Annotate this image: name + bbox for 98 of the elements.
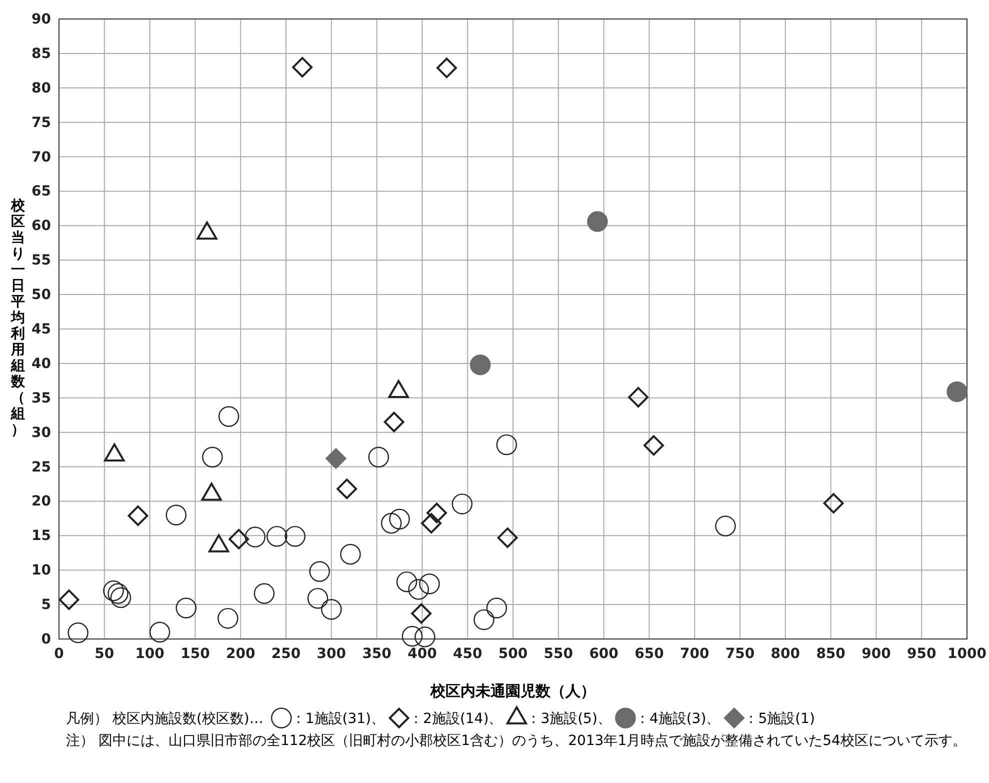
x-tick-label: 850 bbox=[816, 646, 846, 662]
point bbox=[396, 571, 418, 592]
x-tick-label: 950 bbox=[906, 646, 936, 662]
x-tick-label: 700 bbox=[680, 646, 710, 662]
point bbox=[823, 493, 844, 514]
point bbox=[452, 494, 473, 514]
text: 校区当り一日平均利用組数（組） bbox=[11, 198, 25, 438]
point bbox=[336, 478, 358, 500]
x-tick-label: 1000 bbox=[948, 646, 987, 662]
x-tick-label: 150 bbox=[180, 646, 210, 662]
point bbox=[715, 516, 736, 536]
y-tick-label: 55 bbox=[32, 252, 51, 269]
y-tick-label: 40 bbox=[32, 356, 52, 372]
point bbox=[321, 599, 342, 620]
point bbox=[368, 446, 389, 468]
y-tick-label: 80 bbox=[32, 80, 52, 96]
x-tick-label: 650 bbox=[634, 646, 664, 662]
legend-title: 凡例） 校区内施設数(校区数)… bbox=[66, 711, 264, 727]
x-tick-label: 350 bbox=[362, 646, 392, 662]
point bbox=[628, 386, 649, 408]
y-tick-label: 10 bbox=[32, 562, 52, 579]
point bbox=[110, 587, 132, 608]
point bbox=[486, 598, 508, 618]
point bbox=[587, 211, 608, 232]
x-axis-title: 校区内未通園児数（人） bbox=[430, 682, 596, 700]
legend-label: ：4施設(3)、 bbox=[635, 711, 720, 727]
x-tick-label: 100 bbox=[135, 646, 165, 662]
point bbox=[244, 526, 266, 548]
y-tick-label: 15 bbox=[32, 528, 51, 544]
legend-label: ：3施設(5)、 bbox=[526, 711, 612, 727]
point bbox=[414, 626, 436, 648]
y-tick-label: 75 bbox=[32, 114, 51, 131]
y-tick-label: 20 bbox=[32, 494, 52, 510]
y-tick-label: 0 bbox=[41, 631, 52, 648]
point bbox=[402, 626, 423, 647]
point bbox=[266, 526, 288, 547]
point bbox=[496, 434, 518, 456]
point bbox=[149, 622, 170, 642]
point bbox=[411, 603, 432, 624]
x-tick-label: 300 bbox=[316, 646, 346, 662]
point bbox=[384, 412, 404, 432]
legend-label: ：5施設(1) bbox=[744, 711, 815, 727]
x-tick-label: 200 bbox=[226, 646, 256, 662]
point bbox=[284, 526, 306, 547]
point bbox=[380, 512, 402, 534]
point bbox=[389, 508, 410, 530]
point bbox=[408, 579, 429, 600]
point bbox=[326, 448, 346, 469]
y-tick-label: 65 bbox=[32, 184, 51, 200]
point bbox=[103, 580, 124, 602]
point bbox=[166, 504, 187, 526]
x-tick-label: 750 bbox=[725, 646, 755, 662]
point bbox=[228, 528, 250, 550]
point bbox=[426, 502, 447, 524]
x-tick-label: 50 bbox=[94, 646, 114, 662]
point bbox=[474, 609, 494, 630]
y-tick-label: 50 bbox=[32, 287, 52, 304]
y-tick-label: 85 bbox=[32, 46, 51, 62]
point bbox=[218, 608, 238, 629]
legend-label: ：2施設(14)、 bbox=[409, 711, 503, 727]
x-tick-label: 550 bbox=[544, 646, 574, 662]
x-tick-label: 800 bbox=[770, 646, 800, 662]
point bbox=[309, 561, 330, 582]
legend-label: ：1施設(31)、 bbox=[291, 711, 386, 727]
x-tick-label: 0 bbox=[54, 646, 64, 662]
point bbox=[176, 598, 196, 618]
point bbox=[340, 544, 361, 565]
point bbox=[421, 513, 442, 534]
point bbox=[419, 574, 440, 594]
point bbox=[218, 406, 240, 427]
point bbox=[128, 505, 148, 526]
point bbox=[292, 57, 313, 78]
point bbox=[58, 590, 80, 610]
x-tick-label: 600 bbox=[589, 646, 619, 662]
text: 注） 図中には、山口県旧市部の全112校区（旧町村の小郡校区1含む）のうち、2013年1月時点で施設が整備されていた54校区について示す。 bbox=[66, 733, 966, 749]
point bbox=[254, 583, 275, 604]
x-tick-label: 450 bbox=[452, 646, 482, 662]
y-tick-label: 90 bbox=[32, 11, 52, 28]
y-tick-label: 70 bbox=[32, 149, 52, 166]
y-tick-label: 30 bbox=[32, 424, 52, 441]
x-tick-label: 500 bbox=[498, 646, 528, 662]
y-tick-label: 45 bbox=[32, 321, 51, 338]
x-tick-label: 400 bbox=[408, 646, 438, 662]
x-tick-label: 900 bbox=[862, 646, 892, 662]
x-tick-label: 250 bbox=[271, 646, 301, 662]
point bbox=[108, 583, 128, 604]
point bbox=[307, 588, 328, 609]
point bbox=[68, 622, 88, 644]
y-tick-label: 5 bbox=[41, 597, 51, 614]
point bbox=[644, 435, 664, 456]
point bbox=[946, 381, 968, 402]
point bbox=[470, 354, 491, 376]
y-tick-label: 35 bbox=[32, 390, 51, 406]
point bbox=[497, 528, 518, 548]
point bbox=[436, 58, 457, 78]
y-tick-label: 25 bbox=[32, 459, 51, 476]
y-tick-label: 60 bbox=[32, 218, 52, 234]
point bbox=[202, 446, 223, 468]
